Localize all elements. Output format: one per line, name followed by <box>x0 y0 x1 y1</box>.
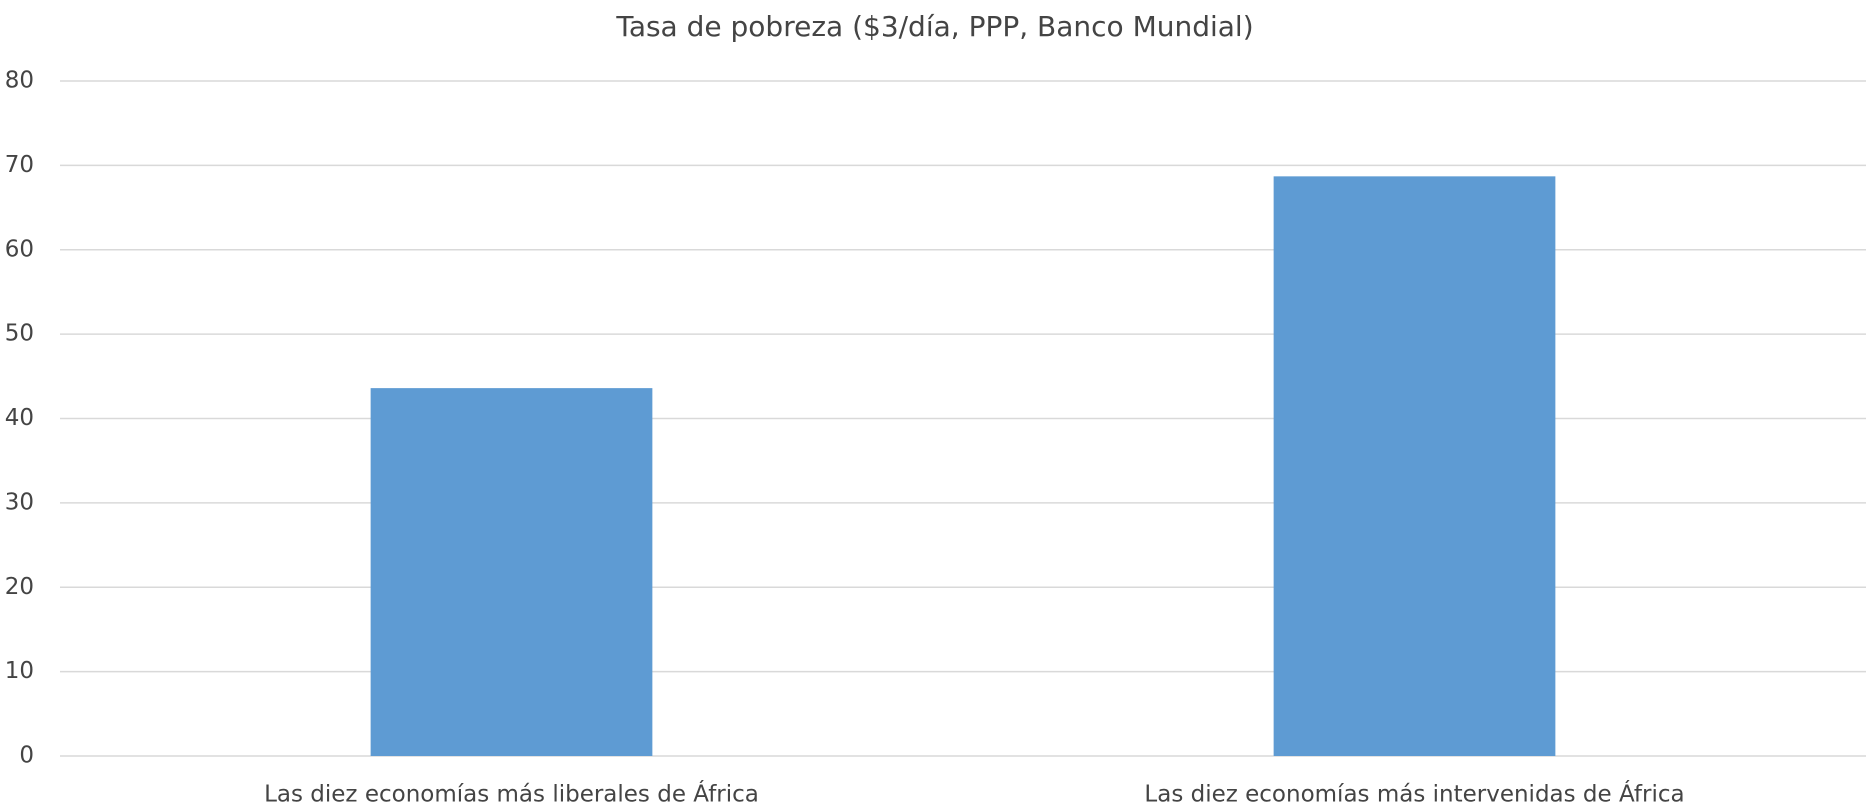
x-tick-label: Las diez economías más intervenidas de Á… <box>1144 780 1684 808</box>
bar <box>1273 176 1556 756</box>
x-tick-label: Las diez economías más liberales de Áfri… <box>264 780 759 808</box>
y-tick-label: 80 <box>5 68 34 94</box>
y-tick-label: 60 <box>5 236 34 262</box>
y-tick-label: 50 <box>5 321 34 347</box>
y-tick-label: 0 <box>19 743 34 769</box>
y-tick-label: 20 <box>5 574 34 600</box>
bar <box>370 388 653 756</box>
y-tick-label: 40 <box>5 405 34 431</box>
chart-title: Tasa de pobreza ($3/día, PPP, Banco Mund… <box>615 10 1253 43</box>
y-tick-label: 10 <box>5 658 34 684</box>
y-tick-label: 30 <box>5 489 34 515</box>
y-tick-label: 70 <box>5 152 34 178</box>
